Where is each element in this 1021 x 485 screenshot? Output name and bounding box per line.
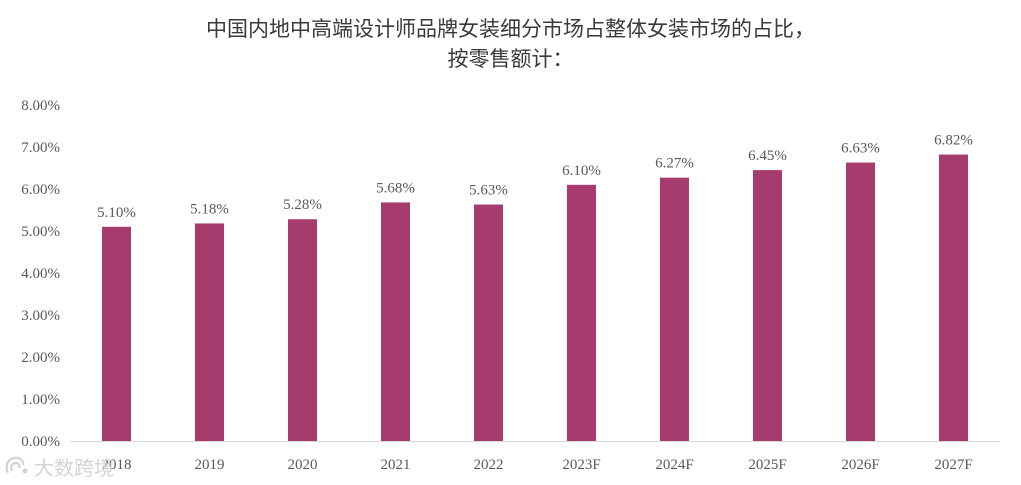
data-label: 5.10%	[97, 205, 136, 221]
data-label: 5.63%	[469, 183, 508, 199]
bar	[381, 202, 410, 441]
data-label: 6.10%	[562, 163, 601, 179]
data-labels: 5.10% 5.18% 5.28% 5.68% 5.63% 6.10% 6.27% 6.45%…	[97, 133, 973, 221]
x-tick-label: 2023F	[562, 457, 600, 473]
bar	[660, 177, 689, 441]
y-tick-label: 2.00%	[21, 350, 60, 366]
x-axis: 2018 2019 2020 2021 2022 2023F 2024F 2025F 2026F…	[70, 441, 1000, 473]
bar	[474, 204, 503, 441]
x-tick-label: 2026F	[841, 457, 879, 473]
chart-title-line-2: 按零售额计：	[447, 47, 574, 71]
watermark-text: 大数跨境	[34, 455, 114, 480]
bar-series	[102, 154, 968, 442]
x-tick-label: 2022	[474, 457, 504, 473]
data-label: 6.63%	[841, 141, 880, 157]
watermark: 大数跨境	[4, 452, 114, 480]
x-tick-label: 2018	[102, 457, 132, 473]
y-tick-label: 4.00%	[21, 266, 60, 282]
y-tick-label: 0.00%	[21, 434, 60, 450]
bar	[939, 154, 968, 441]
logo-icon	[5, 456, 28, 474]
y-tick-label: 6.00%	[21, 182, 60, 198]
data-label: 6.27%	[655, 156, 694, 172]
bar	[195, 223, 224, 441]
y-tick-label: 3.00%	[21, 308, 60, 324]
y-tick-label: 7.00%	[21, 140, 60, 156]
x-tick-label: 2025F	[748, 457, 786, 473]
x-tick-label: 2019	[195, 457, 225, 473]
y-tick-label: 5.00%	[21, 224, 60, 240]
bar	[846, 162, 875, 442]
data-label: 6.82%	[934, 133, 973, 149]
data-label: 5.68%	[376, 180, 415, 196]
x-tick-label: 2027F	[934, 457, 972, 473]
bar	[102, 226, 131, 441]
x-tick-label: 2021	[381, 457, 411, 473]
bar	[567, 184, 596, 442]
y-axis: 0.00% 1.00% 2.00% 3.00% 4.00% 5.00% 6.00% 7.00%…	[21, 98, 60, 450]
data-label: 5.28%	[283, 197, 322, 213]
y-tick-label: 8.00%	[21, 98, 60, 114]
data-label: 6.45%	[748, 148, 787, 164]
bar	[753, 170, 782, 441]
chart-title-line-1: 中国内地中高端设计师品牌女装细分市场占整体女装市场的占比，	[206, 17, 815, 41]
y-tick-label: 1.00%	[21, 392, 60, 408]
data-label: 5.18%	[190, 201, 229, 217]
chart-title: 中国内地中高端设计师品牌女装细分市场占整体女装市场的占比， 按零售额计：	[0, 14, 1021, 74]
x-tick-label: 2024F	[655, 457, 693, 473]
bar	[288, 219, 317, 441]
x-tick-label: 2020	[288, 457, 318, 473]
